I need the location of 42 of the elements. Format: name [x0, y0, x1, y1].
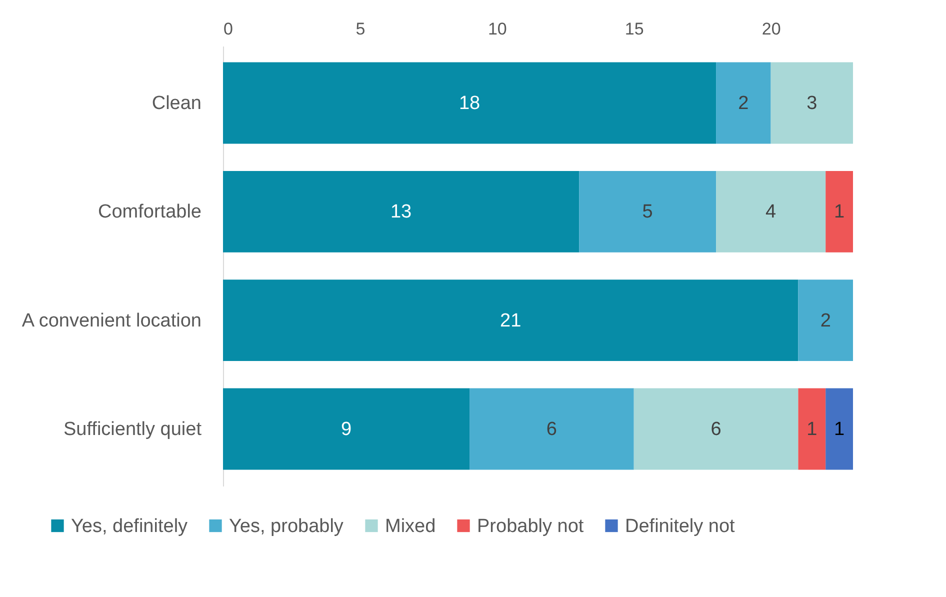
data-label: 1 — [834, 202, 845, 223]
x-tick-label: 5 — [356, 20, 366, 38]
y-tick-label: Comfortable — [98, 202, 202, 223]
data-label: 2 — [738, 93, 749, 114]
data-label: 18 — [458, 93, 480, 114]
bar — [223, 388, 470, 470]
bar — [223, 62, 716, 144]
bar — [223, 170, 580, 252]
y-tick-label: Clean — [152, 93, 202, 114]
x-tick-label: 20 — [762, 20, 781, 38]
data-label: 6 — [546, 418, 557, 440]
data-label: 6 — [710, 418, 722, 440]
data-label: 13 — [390, 202, 412, 223]
bar — [716, 62, 771, 144]
legend-label: Definitely not — [625, 516, 736, 537]
data-label: 5 — [642, 202, 653, 223]
legend-label: Yes, definitely — [71, 516, 188, 537]
y-tick-label: Sufficiently quiet — [63, 418, 202, 440]
legend-label: Yes, probably — [229, 516, 344, 537]
legend-label: Probably not — [477, 516, 584, 537]
bar — [579, 170, 716, 252]
data-label: 1 — [806, 418, 818, 440]
data-label: 2 — [820, 310, 831, 332]
x-tick-label: 0 — [224, 20, 233, 38]
bar — [770, 62, 853, 144]
bar — [634, 388, 798, 470]
bar — [470, 388, 634, 470]
y-tick-label: A convenient location — [22, 310, 202, 332]
bar — [798, 388, 826, 470]
data-label: 9 — [340, 418, 352, 440]
data-label: 4 — [766, 202, 777, 223]
legend-label: Mixed — [385, 516, 436, 537]
data-label: 1 — [834, 418, 845, 440]
bar — [223, 280, 798, 362]
x-tick-label: 15 — [624, 20, 644, 38]
bar — [826, 388, 853, 470]
bar — [798, 280, 853, 362]
data-label: 21 — [500, 310, 522, 332]
bar — [716, 170, 826, 252]
bar — [826, 170, 853, 252]
data-label: 3 — [806, 93, 818, 114]
x-tick-label: 10 — [488, 20, 507, 38]
